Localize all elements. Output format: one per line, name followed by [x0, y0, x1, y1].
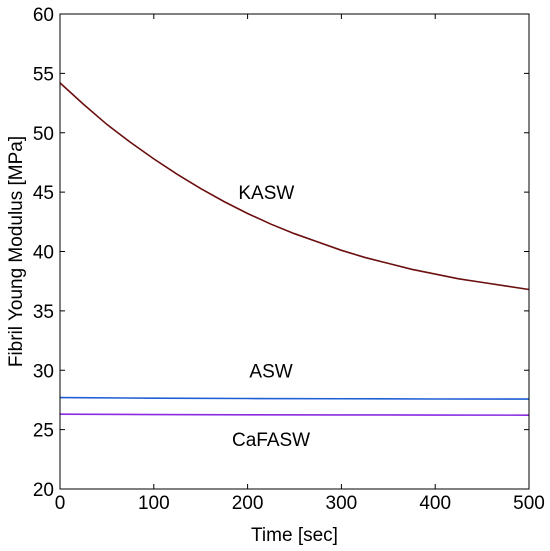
annotation-cafasw: CaFASW: [232, 430, 310, 451]
y-tick-label: 50: [33, 124, 54, 145]
plot-frame: [59, 13, 530, 490]
y-tick-label: 55: [33, 64, 54, 85]
series-line-asw: [59, 396, 530, 400]
y-tick-label: 20: [33, 480, 54, 501]
y-tick-label: 45: [33, 183, 54, 204]
y-tick-label: 40: [33, 243, 54, 264]
y-tick-label: 60: [33, 5, 54, 26]
annotations: KASW ASW CaFASW: [232, 183, 310, 451]
y-tick-label: 30: [33, 361, 54, 382]
chart-marks: [59, 82, 530, 416]
y-tick-label: 35: [33, 302, 54, 323]
x-tick-label: 200: [232, 493, 264, 514]
y-axis-label: Fibril Young Modulus [MPa]: [6, 136, 27, 367]
y-tick-label: 25: [33, 421, 54, 442]
x-tick-label: 300: [326, 493, 358, 514]
x-tick-label: 400: [419, 493, 451, 514]
annotation-kasw: KASW: [238, 183, 294, 204]
series-line-kasw: [59, 82, 530, 291]
x-axis-label: Time [sec]: [251, 525, 338, 546]
x-tick-label: 500: [513, 493, 545, 514]
axis-ticks: 0 100 200 300 400 500 20 25 30 35 40 45 50 55 60: [33, 5, 545, 514]
series-line-cafasw: [59, 413, 530, 416]
x-tick-label: 100: [138, 493, 170, 514]
x-tick-label: 0: [55, 493, 66, 514]
annotation-asw: ASW: [249, 361, 292, 382]
